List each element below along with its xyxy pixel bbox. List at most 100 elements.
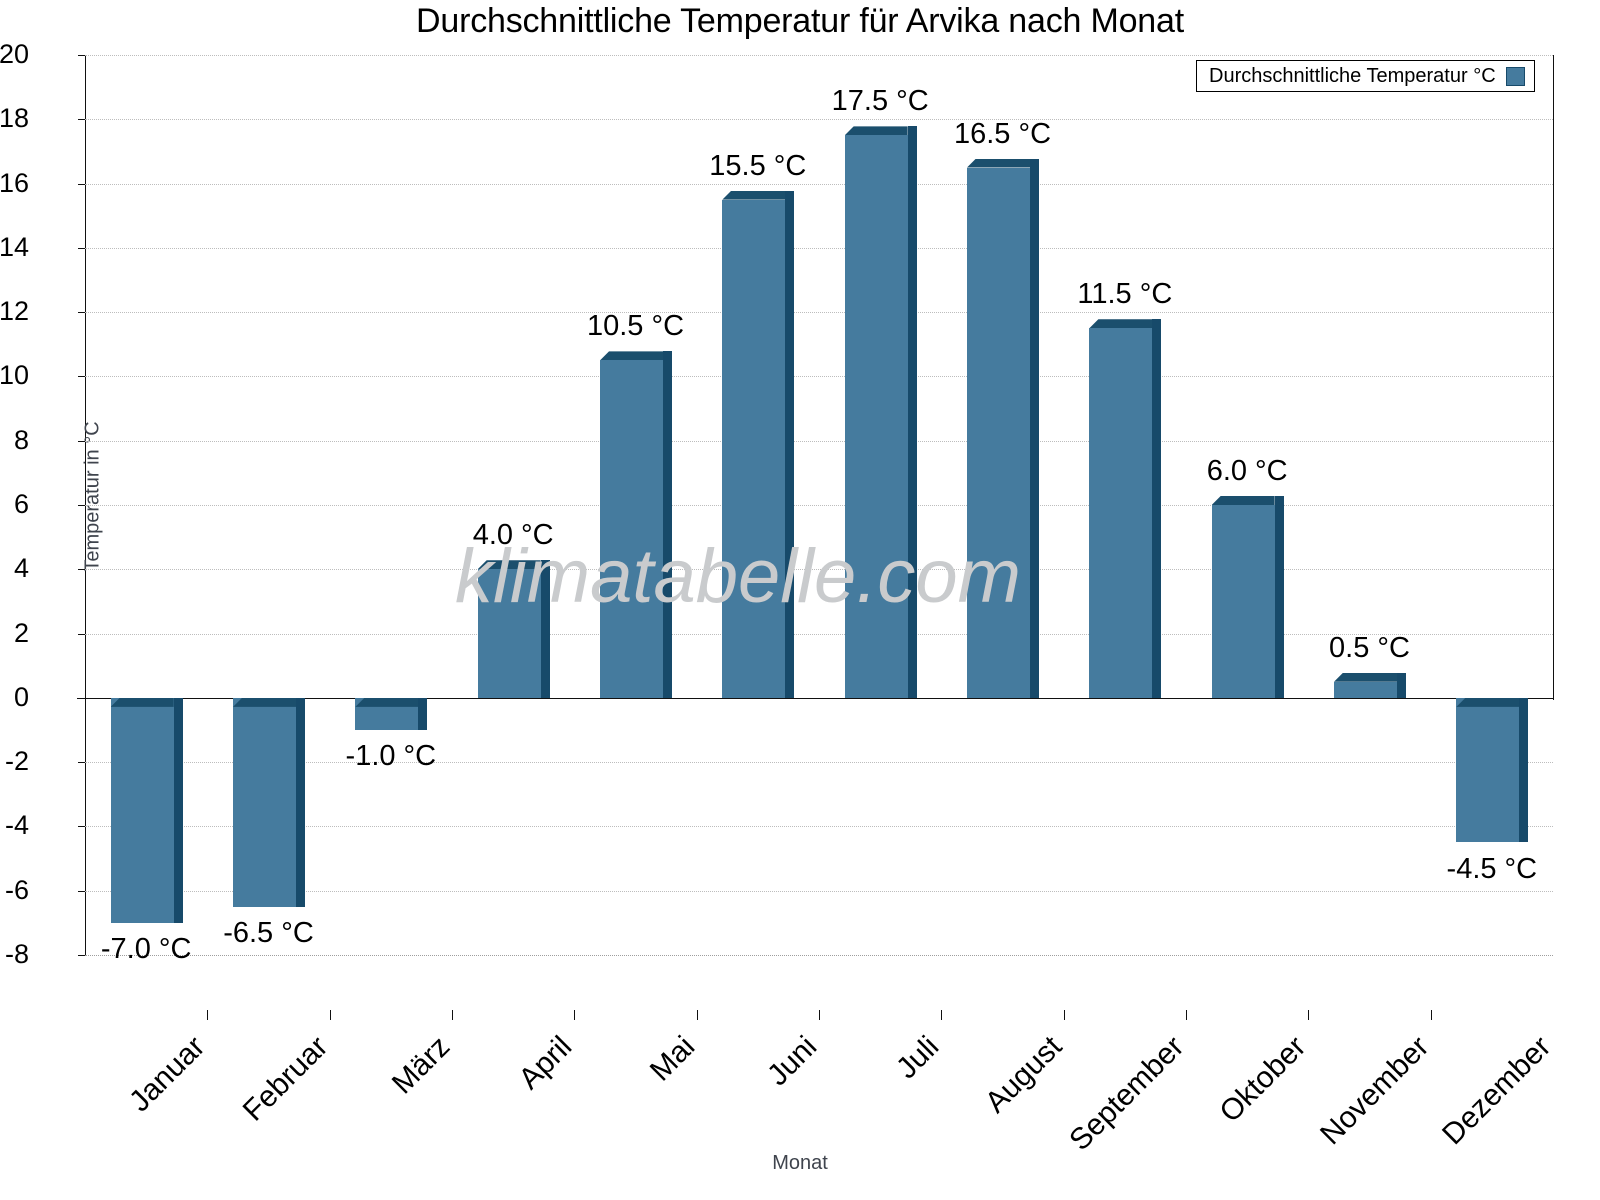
bar-side-shadow: [907, 135, 917, 698]
y-tick-mark: [78, 119, 85, 121]
y-tick-mark: [78, 55, 85, 56]
y-tick-label: -2: [4, 746, 29, 777]
bar-value-label: 17.5 °C: [831, 85, 929, 118]
bar-corner-shadow: [418, 697, 428, 707]
y-tick-label: 8: [13, 424, 29, 455]
bar-side-shadow: [418, 697, 428, 730]
gridline: [85, 55, 1553, 56]
x-tick-mark: [1308, 1010, 1310, 1020]
y-tick-label: 14: [0, 231, 29, 262]
bar-face: [967, 167, 1030, 698]
bar-side-shadow: [663, 360, 672, 698]
bar-side-shadow: [1030, 167, 1039, 698]
bar-side-shadow: [540, 569, 550, 698]
gridline: [85, 312, 1553, 314]
y-tick-label: 4: [13, 553, 29, 584]
bar-side-shadow: [1274, 505, 1284, 698]
bar[interactable]: [1334, 672, 1406, 698]
bar-value-label: 4.0 °C: [472, 519, 554, 552]
bar-top-shadow: [477, 560, 541, 570]
bar[interactable]: [233, 697, 305, 907]
bar-value-label: -4.5 °C: [1446, 852, 1538, 885]
bar-top-shadow: [1089, 319, 1153, 329]
x-tick-mark: [574, 1010, 576, 1020]
bar-side-shadow: [296, 697, 305, 907]
chart-legend[interactable]: Durchschnittliche Temperatur °C: [1196, 60, 1535, 92]
y-tick-mark: [78, 826, 85, 828]
gridline: [85, 440, 1553, 442]
bar-value-label: 16.5 °C: [953, 117, 1052, 150]
bar-value-label: 6.0 °C: [1206, 455, 1288, 487]
bar-corner-shadow: [1519, 697, 1529, 707]
bar-top-shadow: [355, 697, 419, 707]
x-tick-mark: [1063, 1010, 1065, 1020]
bar[interactable]: [600, 351, 672, 698]
y-tick-label: -8: [4, 939, 29, 969]
y-tick-label: -4: [4, 810, 29, 841]
bar[interactable]: [722, 190, 795, 698]
bar[interactable]: [110, 697, 183, 923]
bar-value-label: 10.5 °C: [586, 310, 685, 343]
x-tick-mark: [941, 1010, 943, 1020]
bar-corner-shadow: [1397, 672, 1406, 682]
y-tick-mark: [78, 183, 85, 185]
y-axis-title: Temperatur in °C: [81, 421, 104, 572]
bar-side-shadow: [1152, 328, 1162, 698]
zero-baseline: [77, 697, 1553, 699]
bar[interactable]: [844, 126, 917, 698]
bar-value-label: -1.0 °C: [345, 740, 437, 772]
gridline: [85, 955, 1553, 956]
bar-corner-shadow: [1152, 319, 1162, 329]
bar-corner-shadow: [296, 697, 305, 707]
bar[interactable]: [1211, 496, 1284, 698]
bar-corner-shadow: [907, 126, 917, 136]
bar-face: [1334, 681, 1397, 698]
x-tick-mark: [329, 1010, 331, 1020]
bar-face: [477, 569, 541, 698]
bar-face: [722, 199, 786, 698]
bar-value-label: 15.5 °C: [709, 149, 807, 182]
bar-side-shadow: [1397, 681, 1406, 698]
x-tick-mark: [1430, 1010, 1432, 1020]
y-tick-label: 2: [13, 617, 29, 648]
gridline: [85, 183, 1553, 185]
y-tick-mark: [78, 247, 85, 249]
bar-top-shadow: [233, 697, 296, 707]
y-tick-mark: [78, 762, 85, 764]
bar-value-label: -7.0 °C: [100, 932, 192, 965]
bar-corner-shadow: [173, 697, 183, 707]
plot-area: Temperatur in °C 20 18 16 14 12 10 8 6 4 2 0 -2 -4 -6…: [0, 41, 1557, 1158]
y-tick-label: 6: [13, 489, 29, 519]
bar-corner-shadow: [1274, 496, 1284, 505]
bar-corner-shadow: [540, 560, 550, 570]
gridline: [85, 376, 1553, 378]
gridline: [85, 119, 1553, 121]
gridline: [85, 890, 1553, 892]
x-tick-mark: [696, 1010, 698, 1020]
legend-label: Durchschnittliche Temperatur °C: [1209, 64, 1496, 87]
bar-corner-shadow: [785, 190, 795, 200]
bar-face: [110, 697, 174, 923]
bar[interactable]: [967, 158, 1039, 698]
y-tick-label: 16: [0, 167, 29, 198]
bar-side-shadow: [785, 199, 795, 698]
y-tick-label: 10: [0, 360, 29, 391]
bar-face: [233, 697, 296, 907]
gridline: [85, 762, 1553, 764]
chart-title: Durchschnittliche Temperatur für Arvika …: [416, 2, 1184, 40]
bar-top-shadow: [722, 190, 786, 200]
bar-top-shadow: [1211, 496, 1275, 505]
bar[interactable]: [1089, 319, 1162, 698]
bar-top-shadow: [1334, 672, 1397, 682]
bar[interactable]: [355, 697, 428, 730]
bar[interactable]: [477, 560, 550, 698]
x-tick-mark: [452, 1010, 453, 1020]
bar[interactable]: [1456, 697, 1529, 843]
y-tick-mark: [78, 569, 85, 571]
bar-top-shadow: [600, 351, 663, 361]
bar-top-shadow: [110, 697, 174, 707]
bar-top-shadow: [844, 126, 908, 136]
bar-corner-shadow: [1030, 158, 1039, 168]
gridline: [85, 826, 1553, 828]
